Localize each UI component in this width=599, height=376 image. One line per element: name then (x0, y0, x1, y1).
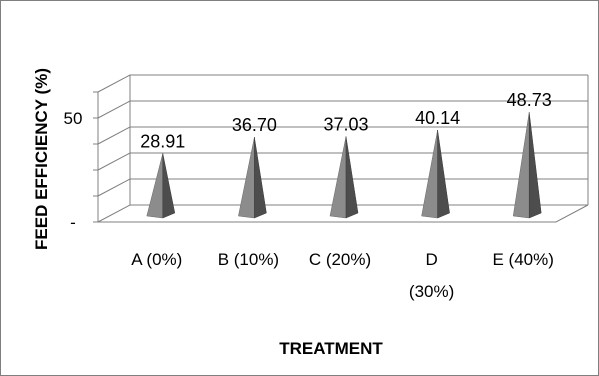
pyramid-bar-right-face (437, 129, 450, 219)
data-label: 28.91 (140, 131, 185, 151)
category-label: (30%) (409, 282, 454, 301)
y-tick-label: - (70, 213, 76, 232)
pyramid-bar-right-face (345, 136, 359, 219)
category-label: D (425, 250, 437, 269)
pyramid-bar-right-face (528, 112, 542, 219)
pyramid-bar-right-face (254, 137, 267, 219)
axis-layer: - 50 (64, 91, 589, 232)
label-layer: 28.91 A (0%) 36.70 B (10%) 37.03 C (20%) 40.14… (131, 90, 554, 301)
category-label: C (20%) (309, 250, 371, 269)
data-label: 48.73 (507, 90, 552, 110)
category-label: E (40%) (492, 250, 553, 269)
pyramid-bar-left-face (421, 129, 438, 219)
y-tick-label: 50 (64, 109, 83, 128)
category-label: B (10%) (218, 250, 279, 269)
floor-front-edge (98, 204, 589, 223)
x-axis-title: TREATMENT (279, 339, 383, 358)
pyramid-bar-left-face (512, 112, 530, 219)
data-label: 40.14 (415, 108, 460, 128)
pyramid-bar-left-face (146, 153, 164, 219)
pyramid-bar-left-face (329, 136, 347, 219)
data-label: 36.70 (232, 115, 277, 135)
data-label: 37.03 (323, 114, 368, 134)
pyramid-bar-left-face (238, 137, 255, 219)
bar-layer (146, 112, 542, 219)
pyramid-bar-right-face (162, 153, 176, 219)
category-label: A (0%) (131, 250, 182, 269)
y-axis-title: FEED EFFICIENCY (%) (32, 68, 51, 250)
